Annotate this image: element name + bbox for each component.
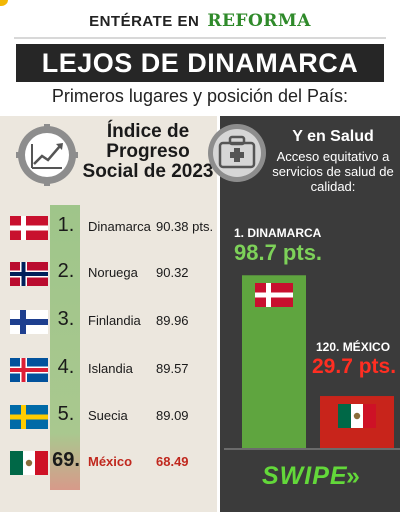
row-rank: 4. <box>57 356 75 378</box>
chevron-right-icon[interactable]: » <box>346 462 360 490</box>
corner-decoration <box>0 0 8 6</box>
page-subtitle: Primeros lugares y posición del País: <box>51 86 349 106</box>
kicker-divider <box>14 37 386 39</box>
health-title: Y en Salud <box>292 128 374 145</box>
iceland-flag-icon <box>10 358 48 382</box>
mexico-flag-icon <box>10 451 48 475</box>
row-rank: 3. <box>57 308 75 330</box>
row-country: Dinamarca <box>88 219 151 234</box>
table-row: 3. Finlandia 89.96 <box>0 302 217 342</box>
row-rank: 2. <box>57 260 75 282</box>
page-title: LEJOS DE DINAMARCA <box>41 47 359 78</box>
row-rank: 5. <box>57 403 75 425</box>
mexico-bar-value: 29.7 pts. <box>312 355 397 378</box>
row-flag <box>10 216 48 240</box>
row-flag <box>10 262 48 286</box>
row-country: Finlandia <box>88 313 141 328</box>
table-row: 2. Noruega 90.32 <box>0 254 217 294</box>
chart-baseline <box>224 448 400 450</box>
row-score: 90.38 pts. <box>156 219 214 234</box>
row-score: 68.49 <box>156 454 189 469</box>
row-flag <box>10 405 48 429</box>
brand-logo: REFORMA <box>207 11 311 31</box>
health-subtitle: Acceso equitativo a servicios de salud d… <box>272 149 394 194</box>
row-country: México <box>88 454 133 469</box>
denmark-bar-label: 1. DINAMARCA <box>234 226 322 240</box>
finland-flag-icon <box>10 310 48 334</box>
rank-highlight-column <box>50 205 80 490</box>
table-row: 69. México 68.49 <box>0 443 217 483</box>
row-rank: 69. <box>52 449 80 471</box>
denmark-flag-icon <box>255 283 293 308</box>
table-row: 5. Suecia 89.09 <box>0 397 217 437</box>
health-bar-chart <box>242 275 394 448</box>
mexico-bar-flag <box>338 404 376 429</box>
row-rank: 1. <box>57 214 75 236</box>
title-bar: LEJOS DE DINAMARCA <box>16 44 384 82</box>
row-score: 89.09 <box>156 408 189 423</box>
row-country: Noruega <box>88 265 138 280</box>
row-flag <box>10 310 48 334</box>
row-flag <box>10 358 48 382</box>
row-score: 89.96 <box>156 313 189 328</box>
swipe-button[interactable]: SWIPE <box>262 462 348 490</box>
kicker-text: ENTÉRATE EN <box>89 12 200 30</box>
denmark-bar-value: 98.7 pts. <box>234 240 323 265</box>
row-score: 89.57 <box>156 361 189 376</box>
mexico-bar-label: 120. MÉXICO <box>316 340 391 354</box>
denmark-bar-flag <box>255 283 293 308</box>
index-title: Índice de Progreso Social de 2023 <box>82 121 214 182</box>
mexico-flag-icon <box>338 404 376 429</box>
row-flag <box>10 451 48 475</box>
sweden-flag-icon <box>10 405 48 429</box>
medical-kit-icon <box>208 124 266 182</box>
norway-flag-icon <box>10 262 48 286</box>
row-country: Suecia <box>88 408 128 423</box>
row-country: Islandia <box>88 361 133 376</box>
gear-graph-icon <box>16 124 78 186</box>
table-row: 4. Islandia 89.57 <box>0 350 217 390</box>
row-score: 90.32 <box>156 265 189 280</box>
denmark-flag-icon <box>10 216 48 240</box>
kicker: ENTÉRATE EN REFORMA <box>0 6 400 36</box>
table-row: 1. Dinamarca 90.38 pts. <box>0 208 217 248</box>
